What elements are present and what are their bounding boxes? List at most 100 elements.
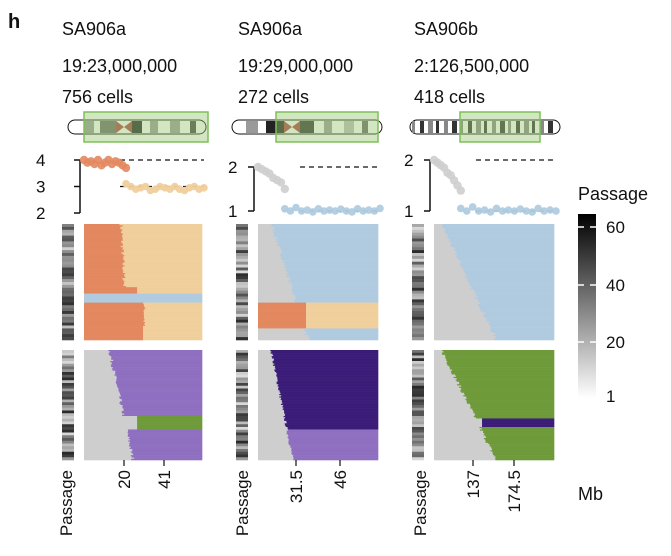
passage-cell [62, 241, 74, 245]
heatmap-row [434, 307, 481, 310]
heatmap-row [444, 227, 555, 230]
passage-cell [236, 407, 248, 411]
heatmap-row [434, 384, 458, 386]
ideogram-band [492, 121, 496, 133]
passage-cell [236, 290, 248, 294]
heatmap-row [84, 451, 132, 453]
heatmap-row [258, 442, 289, 445]
heatmap-row [84, 231, 122, 234]
heatmap-row [137, 417, 203, 419]
heatmap-row [258, 385, 278, 387]
y-tick-label: 2 [36, 204, 45, 223]
heatmap-row [277, 376, 379, 379]
heatmap-row [109, 354, 203, 357]
passage-cell [412, 438, 424, 442]
heatmap-row [258, 327, 307, 329]
passage-cell [236, 293, 248, 297]
passage-cell [62, 383, 74, 387]
heatmap-row [258, 430, 287, 433]
heatmap-row [122, 244, 203, 247]
heatmap-row [288, 271, 379, 274]
heatmap-row [306, 320, 379, 323]
passage-cell [412, 454, 424, 458]
heatmap-row [434, 225, 443, 227]
passage-cell [236, 308, 248, 312]
passage-cell [62, 449, 74, 453]
passage-cell [62, 279, 74, 283]
passage-cell [412, 328, 424, 332]
heatmap-row [114, 374, 203, 376]
heatmap-row [258, 386, 279, 389]
data-point-low [286, 207, 295, 215]
heatmap-row [284, 414, 379, 417]
heatmap-row [434, 325, 492, 328]
heatmap-row [123, 408, 203, 411]
ideogram-band [452, 121, 457, 133]
heatmap-row [258, 247, 281, 249]
passage-cell [236, 451, 248, 455]
heatmap-row [434, 430, 484, 433]
heatmap-row [284, 411, 379, 413]
heatmap-row [258, 297, 296, 300]
heatmap-row [84, 333, 144, 336]
heatmap-row [258, 321, 307, 324]
heatmap-row [84, 411, 122, 413]
passage-cell [236, 350, 248, 354]
heatmap-row [434, 297, 475, 300]
heatmap-row [258, 425, 286, 428]
x-axis-3: 137 174.5 Passage [411, 460, 524, 536]
heatmap-row [132, 450, 203, 452]
heatmap-row [84, 367, 114, 369]
heatmap-row [447, 235, 555, 238]
passage-cell [236, 427, 248, 431]
heatmap-row [283, 418, 379, 420]
heatmap-row [84, 282, 125, 284]
passage-cell [412, 402, 424, 406]
heatmap-row [258, 289, 292, 292]
heatmap-row [84, 278, 123, 280]
passage-cell [412, 457, 424, 461]
heatmap-row [434, 280, 468, 283]
passage-legend: Passage 60 40 20 1 [578, 184, 648, 406]
heatmap-row [285, 272, 379, 275]
passage-cell [62, 372, 74, 376]
heatmap-row [444, 231, 555, 234]
heatmap-row [120, 245, 203, 248]
heatmap-row [84, 306, 145, 309]
heatmap-row [272, 362, 379, 364]
heatmap-row [491, 330, 555, 333]
heatmap-row [258, 417, 286, 419]
ideogram-band [532, 121, 535, 133]
cell-count-3: 418 cells [414, 87, 485, 107]
passage-cell [236, 224, 248, 228]
data-point-low [486, 208, 495, 216]
passage-cell [62, 350, 74, 354]
heatmap-row [306, 306, 379, 309]
passage-cell [62, 226, 74, 231]
heatmap-row [84, 361, 111, 363]
heatmap-row [84, 455, 132, 457]
heatmap-row [128, 433, 203, 435]
heatmap-row [309, 338, 379, 341]
passage-cell [62, 380, 74, 384]
heatmap-row [434, 253, 455, 256]
passage-cell [236, 421, 248, 425]
heatmap-row [434, 450, 491, 452]
heatmap-row [122, 234, 203, 236]
heatmap-row [286, 431, 379, 434]
heatmap-row [434, 312, 486, 315]
passage-cell [236, 316, 248, 320]
passage-cell [236, 363, 248, 367]
passage-cell [412, 302, 424, 306]
heatmap-row [258, 424, 286, 427]
data-point-low [546, 206, 554, 214]
heatmap-row [434, 289, 475, 292]
heatmap-row [143, 336, 203, 338]
heatmap-row [128, 438, 203, 440]
passage-cell [412, 413, 424, 417]
heatmap-row [84, 252, 122, 254]
heatmap-row [461, 261, 555, 263]
heatmap-row [84, 423, 138, 425]
heatmap-row [84, 325, 144, 328]
passage-cell [236, 226, 248, 231]
